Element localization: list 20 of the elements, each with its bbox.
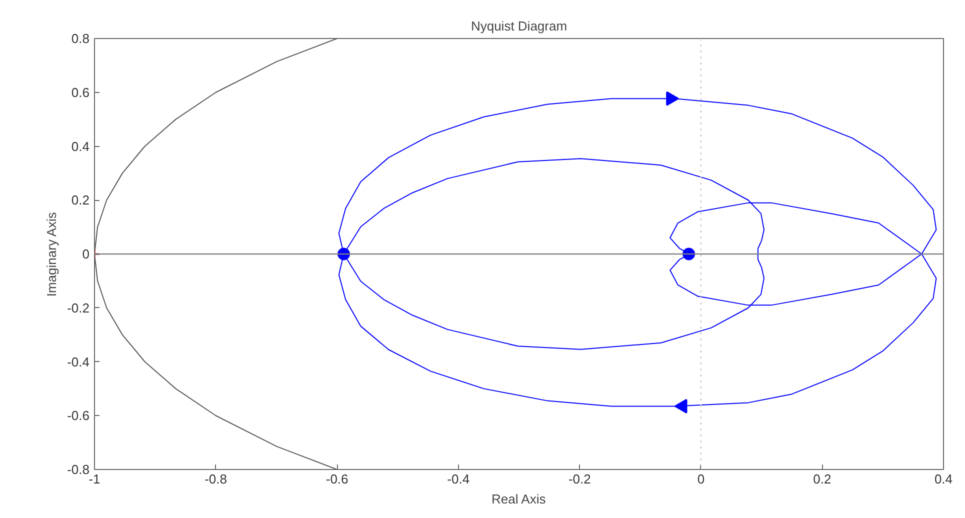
y-axis-title: Imaginary Axis [44, 212, 60, 297]
x-tick-label: -0.6 [326, 472, 348, 486]
y-tick-label: -0.4 [67, 354, 90, 370]
y-tick-label: -0.6 [67, 408, 90, 424]
y-tick-label: 0.6 [71, 84, 90, 100]
x-tick-label: -0.2 [568, 472, 591, 486]
x-tick-label: 0.4 [934, 472, 953, 486]
chart-title: Nyquist Diagram [470, 18, 568, 34]
x-tick-label: 0.2 [813, 472, 832, 486]
y-tick-label: 0.8 [71, 31, 90, 46]
x-tick-label: -0.8 [204, 472, 227, 486]
y-tick-label: -0.2 [67, 300, 90, 316]
x-tick-label: -1 [88, 472, 100, 486]
x-tick-label: -0.4 [447, 472, 470, 486]
y-tick-label: 0.4 [71, 138, 90, 154]
y-tick-label: 0 [82, 246, 90, 262]
x-tick-label: 0 [697, 472, 705, 486]
x-axis-title: Real Axis [492, 492, 546, 506]
y-tick-label: -0.8 [67, 462, 90, 477]
y-tick-label: 0.2 [71, 192, 90, 208]
